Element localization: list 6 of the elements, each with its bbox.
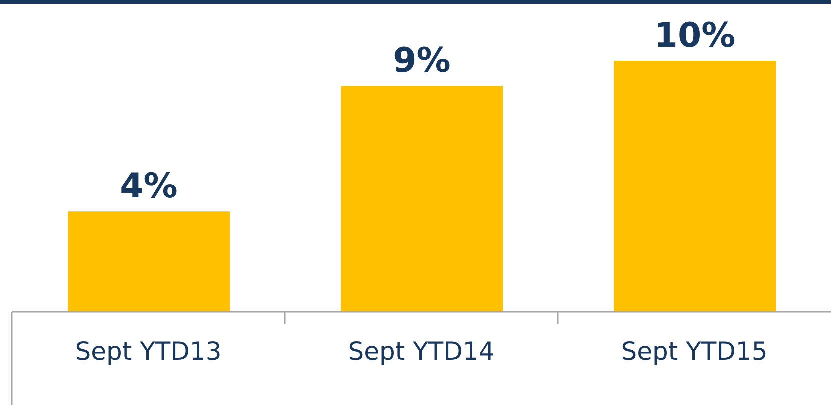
data-label: 4% <box>120 166 178 207</box>
x-tick-label: Sept YTD13 <box>75 337 222 366</box>
data-label: 10% <box>654 16 736 56</box>
data-label: 9% <box>393 41 451 82</box>
x-tick-label: Sept YTD14 <box>348 337 495 366</box>
x-tick-label: Sept YTD15 <box>621 337 768 366</box>
